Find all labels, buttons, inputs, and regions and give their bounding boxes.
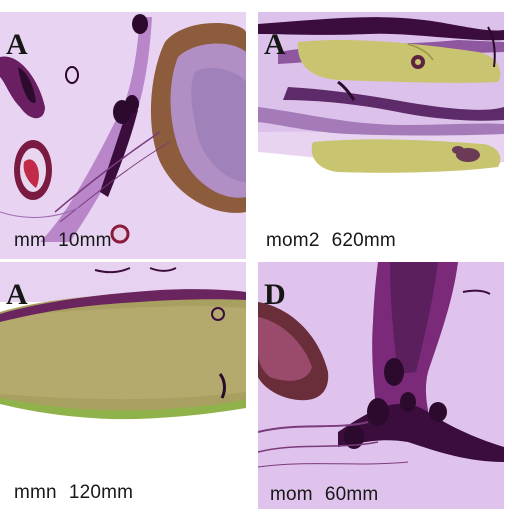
scale-value-text: 120mm xyxy=(68,482,134,503)
micrograph-top-left xyxy=(0,12,246,259)
scale-value-text: 620mm xyxy=(331,230,396,251)
panel-letter: D xyxy=(264,278,286,311)
scale-value-text: 10mm xyxy=(58,230,112,251)
scale-bar-label: mom2 620mm xyxy=(266,230,396,252)
scale-bar-label: mom 60mm xyxy=(270,484,378,506)
scale-bar-label: mmn 120mm xyxy=(14,482,133,504)
scale-unit-text: mmn xyxy=(14,482,57,503)
panel-top-right: A mom2 620mm xyxy=(258,12,504,259)
micrograph-bottom-right xyxy=(258,262,504,509)
panel-bottom-left: A mmn 120mm xyxy=(0,262,246,509)
panel-letter: A xyxy=(6,28,28,61)
scale-unit-text: mm xyxy=(14,230,47,251)
scale-value-text: 60mm xyxy=(324,484,379,505)
scale-unit-text: mom xyxy=(270,484,313,505)
panel-top-left: A mm 10mm xyxy=(0,12,246,259)
panel-letter: A xyxy=(6,278,28,311)
scale-unit-text: mom2 xyxy=(266,230,320,251)
scale-bar-label: mm 10mm xyxy=(14,230,112,252)
micrograph-top-right xyxy=(258,12,504,259)
micrograph-bottom-left xyxy=(0,262,246,509)
panel-bottom-right: D mom 60mm xyxy=(258,262,504,509)
panel-letter: A xyxy=(264,28,286,61)
